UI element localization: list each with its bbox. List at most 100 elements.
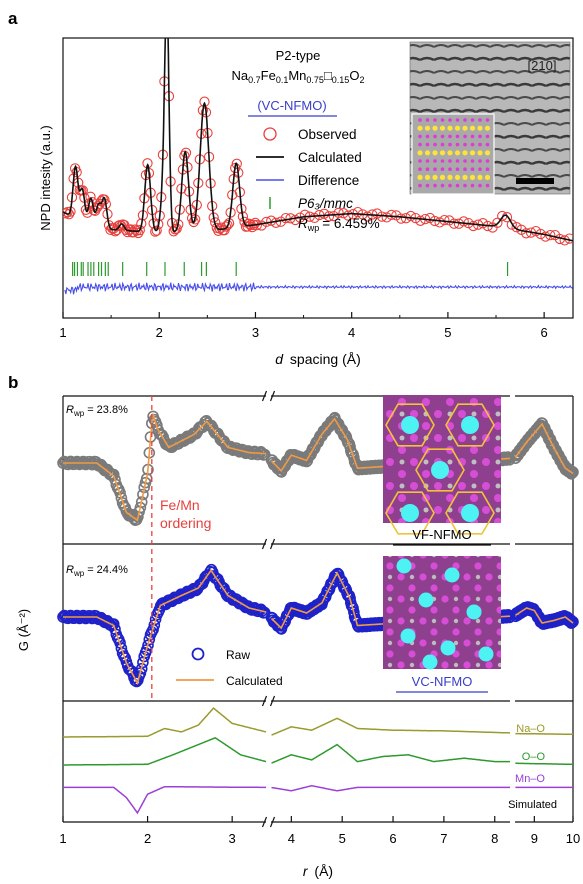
atom-dot — [469, 125, 476, 131]
observed-point — [395, 213, 407, 224]
x-tick-label: 1 — [59, 325, 66, 340]
atom-dot — [424, 150, 431, 156]
atom-dot — [478, 118, 482, 122]
observed-point — [506, 219, 517, 230]
atom-dot — [440, 159, 445, 163]
atom-dot — [433, 167, 437, 171]
x-tick-label: 8 — [491, 831, 498, 846]
hexagon — [415, 448, 465, 492]
atom-dot — [439, 150, 446, 156]
atom-dot — [448, 118, 452, 122]
atom-dot — [463, 183, 467, 188]
fe-site — [431, 461, 449, 479]
x-tick-label: 4 — [288, 831, 295, 846]
atom-dot — [454, 125, 461, 131]
atom-dot — [425, 118, 430, 122]
hexagon — [445, 491, 495, 535]
atom-dot — [455, 183, 460, 188]
label-simulated: Simulated — [508, 799, 557, 811]
scale-bar — [516, 178, 554, 184]
raw-point — [256, 605, 269, 617]
atom-dot — [455, 118, 460, 122]
vf-structure-label: VF-NFMO — [412, 527, 471, 542]
atom-dot — [433, 183, 437, 188]
x-tick-label: 2 — [144, 831, 151, 846]
vf-hexagon-overlay — [385, 403, 495, 535]
axis-break — [269, 538, 276, 550]
atom-dot — [447, 174, 453, 180]
atom-dot — [425, 134, 430, 139]
raw-point — [107, 618, 120, 630]
observed-point — [343, 210, 354, 221]
fit-line — [63, 569, 267, 686]
axis-break — [269, 695, 276, 707]
fit-line — [514, 422, 574, 475]
axis-break — [261, 695, 268, 707]
rwp-middle: Rwp = 24.4% — [66, 564, 128, 578]
legend-calc-label: Calculated — [226, 674, 283, 688]
atom-dot — [470, 183, 475, 188]
panel-a-label: a — [8, 9, 18, 28]
raw-point — [142, 639, 154, 652]
axis-break — [261, 816, 268, 828]
raw-point — [143, 633, 156, 646]
partial-line — [515, 732, 573, 736]
atom-dot — [454, 150, 461, 156]
atom-dot — [448, 134, 452, 139]
atom-dot — [440, 183, 445, 188]
ordering-label: Fe/Mn ordering — [160, 497, 211, 531]
vf-fe-sites — [401, 416, 479, 522]
legend-raw-marker — [191, 647, 205, 661]
atom-dot — [469, 174, 476, 180]
partial-line — [63, 785, 266, 815]
atom-dot — [485, 183, 490, 188]
atom-dot — [440, 118, 445, 122]
x-tick-label: 9 — [531, 831, 538, 846]
atom-dot — [470, 167, 475, 171]
observed-point — [434, 217, 445, 228]
observed-point — [415, 215, 426, 226]
observed-point — [386, 209, 397, 221]
fe-site — [478, 646, 494, 662]
atom-dot — [440, 167, 445, 171]
atom-dot — [424, 125, 431, 131]
raw-point — [567, 466, 579, 478]
legend-raw-label: Raw — [226, 648, 250, 662]
vf-structure-image — [383, 395, 501, 535]
axis-break — [269, 816, 276, 828]
compound-formula: Na0.7Fe0.1Mn0.75□0.15O2 — [232, 68, 365, 85]
panel-a: 1 2 3 4 5 6 [210] P2-type Na0.7Fe0.1Mn0.75□0.… — [38, 37, 574, 367]
observed-point — [250, 217, 261, 229]
atom-dot — [462, 125, 468, 131]
x-tick-label: 7 — [440, 831, 447, 846]
atom-dot — [439, 174, 446, 180]
x-tick-label: 6 — [541, 325, 548, 340]
observed-point — [362, 211, 373, 222]
atom-dot — [440, 142, 445, 147]
reflection-ticks — [72, 262, 509, 276]
observed-point — [151, 225, 162, 236]
observed-point — [134, 224, 145, 236]
x-tick-label: 5 — [444, 325, 451, 340]
atom-dot — [484, 125, 491, 131]
raw-point — [147, 623, 159, 636]
x-tick-label: 2 — [156, 325, 163, 340]
atom-dot — [485, 118, 490, 122]
fe-site — [400, 628, 416, 644]
fit-line — [514, 607, 574, 624]
observed-point — [540, 231, 551, 242]
atom-dot — [418, 159, 422, 163]
vc-fe-sites — [396, 558, 494, 670]
observed-point — [213, 225, 224, 236]
vc-structure-label: VC-NFMO — [412, 674, 473, 689]
raw-point — [134, 501, 147, 514]
atom-dot — [478, 134, 482, 139]
observed-point — [381, 212, 392, 223]
x-tick-label: 6 — [389, 831, 396, 846]
atom-dot — [454, 174, 461, 180]
raw-point — [114, 637, 126, 649]
atom-dot — [470, 118, 475, 122]
vc-structure-image — [383, 556, 501, 670]
atom-dot — [485, 134, 490, 139]
x-tick-label: 1 — [59, 831, 66, 846]
